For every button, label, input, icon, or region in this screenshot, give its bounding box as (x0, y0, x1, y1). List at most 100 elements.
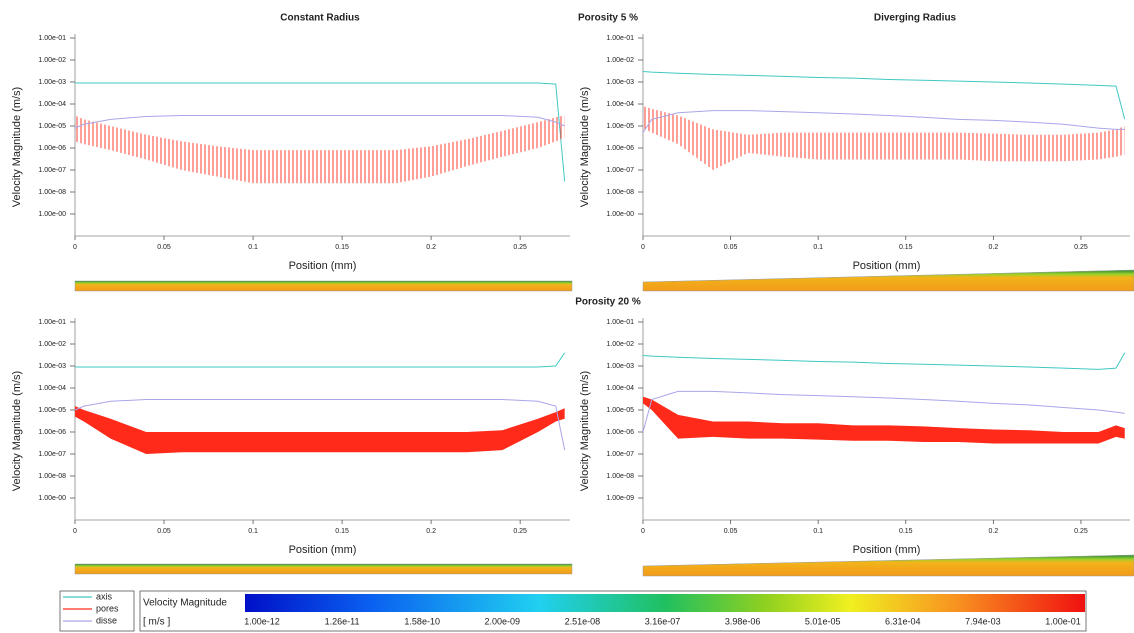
colorbar-label: 3.16e-07 (645, 616, 681, 626)
y-axis-label: Velocity Magnitude (m/s) (579, 87, 591, 207)
colorbar (245, 594, 1085, 612)
x-tick-label: 0.1 (813, 528, 823, 535)
legend-label: axis (96, 591, 113, 601)
series-line (75, 353, 565, 367)
x-tick-label: 0.15 (899, 244, 913, 251)
chart-title: Constant Radius (280, 13, 360, 24)
y-tick-label: 1.00e-07 (38, 167, 66, 174)
y-tick-label: 1.00e-04 (38, 385, 66, 392)
chart-title: Diverging Radius (874, 13, 957, 24)
x-tick-label: 0.05 (724, 244, 738, 251)
pores-band (75, 406, 565, 454)
pores-band (75, 116, 565, 184)
colorbar-label: 5.01e-05 (805, 616, 841, 626)
colorbar-label: 1.26e-11 (325, 616, 360, 626)
y-tick-label: 1.00e-04 (606, 385, 634, 392)
y-tick-label: 1.00e-03 (38, 363, 66, 370)
series-line (643, 111, 1125, 133)
x-tick-label: 0.15 (335, 244, 349, 251)
y-tick-label: 1.00e-02 (38, 341, 66, 348)
y-tick-label: 1.00e-02 (606, 341, 634, 348)
y-tick-label: 1.00e-01 (38, 35, 66, 42)
y-tick-label: 1.00e-05 (606, 407, 634, 414)
y-tick-label: 1.00e-08 (38, 473, 66, 480)
geometry-strip (75, 281, 572, 291)
x-tick-label: 0.1 (248, 244, 258, 251)
y-tick-label: 1.00e-05 (606, 123, 634, 130)
x-tick-label: 0 (73, 244, 77, 251)
y-tick-label: 1.00e-03 (606, 79, 634, 86)
y-tick-label: 1.00e-00 (606, 211, 634, 218)
legend-label: pores (96, 603, 119, 613)
y-tick-label: 1.00e-03 (606, 363, 634, 370)
x-tick-label: 0.05 (724, 528, 738, 535)
x-tick-label: 0 (641, 244, 645, 251)
y-axis-label: Velocity Magnitude (m/s) (11, 87, 23, 207)
y-axis-label: Velocity Magnitude (m/s) (11, 371, 23, 491)
pores-band (643, 397, 1125, 444)
x-tick-label: 0.05 (157, 244, 171, 251)
geometry-strip (75, 564, 572, 574)
x-tick-label: 0.1 (248, 528, 258, 535)
x-tick-label: 0.25 (1074, 528, 1088, 535)
x-axis-label: Position (mm) (853, 260, 921, 272)
y-tick-label: 1.00e-02 (38, 57, 66, 64)
colorbar-unit: [ m/s ] (143, 617, 170, 628)
x-tick-label: 0.15 (899, 528, 913, 535)
colorbar-label: 1.00e-12 (244, 616, 280, 626)
y-tick-label: 1.00e-01 (606, 35, 634, 42)
geometry-wedge (643, 555, 1134, 576)
y-tick-label: 1.00e-07 (606, 167, 634, 174)
legend-label: disse (96, 615, 117, 625)
x-tick-label: 0.2 (988, 244, 998, 251)
x-tick-label: 0.2 (426, 528, 436, 535)
y-tick-label: 1.00e-06 (38, 429, 66, 436)
x-axis-label: Position (mm) (289, 544, 357, 556)
annotation: Porosity 5 % (578, 13, 638, 24)
colorbar-label: 3.98e-06 (725, 616, 761, 626)
series-line (643, 72, 1125, 120)
colorbar-label: 7.94e-03 (965, 616, 1001, 626)
x-tick-label: 0.15 (335, 528, 349, 535)
geometry-wedge (643, 270, 1134, 291)
y-tick-label: 1.00e-02 (606, 57, 634, 64)
x-tick-label: 0 (641, 528, 645, 535)
y-tick-label: 1.00e-08 (606, 189, 634, 196)
y-tick-label: 1.00e-07 (606, 451, 634, 458)
x-tick-label: 0 (73, 528, 77, 535)
x-tick-label: 0.1 (813, 244, 823, 251)
y-tick-label: 1.00e-03 (38, 79, 66, 86)
y-tick-label: 1.00e-06 (606, 145, 634, 152)
x-axis-label: Position (mm) (289, 260, 357, 272)
y-tick-label: 1.00e-08 (606, 473, 634, 480)
colorbar-label: 1.58e-10 (404, 616, 440, 626)
x-tick-label: 0.2 (988, 528, 998, 535)
y-tick-label: 1.00e-07 (38, 451, 66, 458)
y-tick-label: 1.00e-01 (606, 319, 634, 326)
y-tick-label: 1.00e-06 (38, 145, 66, 152)
y-tick-label: 1.00e-08 (38, 189, 66, 196)
colorbar-label: 1.00e-01 (1045, 616, 1081, 626)
y-tick-label: 1.00e-06 (606, 429, 634, 436)
colorbar-label: 6.31e-04 (885, 616, 921, 626)
y-tick-label: 1.00e-05 (38, 407, 66, 414)
figure: Velocity Magnitude [ m/s ] 1.00e-01 1.00e… (0, 0, 1134, 633)
y-axis-label: Velocity Magnitude (m/s) (579, 371, 591, 491)
series-line (643, 353, 1125, 370)
y-tick-label: 1.00e-05 (38, 123, 66, 130)
y-tick-label: 1.00e-09 (606, 495, 634, 502)
x-axis-label: Position (mm) (853, 544, 921, 556)
colorbar-label: 2.00e-09 (485, 616, 521, 626)
x-tick-label: 0.25 (513, 528, 527, 535)
series-line (75, 116, 565, 129)
colorbar-label: 2.51e-08 (565, 616, 601, 626)
y-tick-label: 1.00e-00 (38, 211, 66, 218)
x-tick-label: 0.25 (513, 244, 527, 251)
x-tick-label: 0.2 (426, 244, 436, 251)
colorbar-title: Velocity Magnitude (143, 598, 227, 609)
x-tick-label: 0.05 (157, 528, 171, 535)
x-tick-label: 0.25 (1074, 244, 1088, 251)
annotation: Porosity 20 % (575, 297, 641, 308)
y-tick-label: 1.00e-04 (38, 101, 66, 108)
y-tick-label: 1.00e-00 (38, 495, 66, 502)
